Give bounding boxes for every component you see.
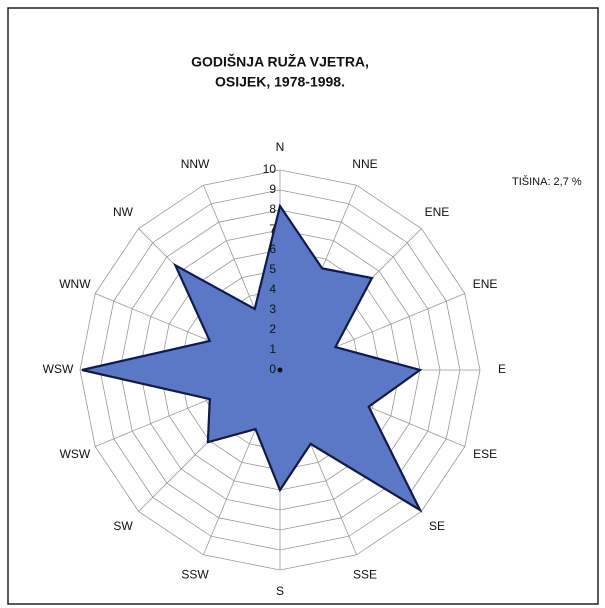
category-label: SE (429, 519, 445, 533)
r-tick-label: 1 (269, 342, 276, 356)
category-label: WSW (60, 447, 91, 461)
category-label: E (498, 362, 506, 376)
area (81, 203, 423, 513)
annotation: TIŠINA: 2,7 % (512, 175, 582, 188)
category-label: ENE (425, 205, 450, 219)
category-label: S (276, 584, 284, 598)
chart-title: GODIŠNJA RUŽA VJETRA, (191, 53, 369, 70)
category-label: NW (113, 205, 134, 219)
r-tick-label: 5 (269, 262, 276, 276)
r-tick-label: 6 (269, 242, 276, 256)
r-tick-label: 3 (269, 302, 276, 316)
category-label: ESE (473, 447, 497, 461)
category-label: WSW (43, 362, 74, 376)
r-tick-label: 8 (269, 202, 276, 216)
category-label: SSE (353, 567, 377, 581)
center (277, 367, 283, 373)
r-tick-label: 9 (269, 182, 276, 196)
r-tick-label: 4 (269, 282, 276, 296)
chart-subtitle: OSIJEK, 1978-1998. (215, 74, 345, 90)
category-label: WNW (59, 277, 91, 291)
category-label: SSW (181, 567, 209, 581)
r-tick-label: 10 (263, 162, 277, 176)
r-tick-label: 0 (269, 362, 276, 376)
category-label: N (276, 140, 285, 154)
category-label: ENE (473, 277, 498, 291)
category-label: NNE (352, 157, 377, 171)
r-tick-label: 2 (269, 322, 276, 336)
r-tick-label: 7 (269, 222, 276, 236)
category-label: SW (113, 519, 133, 533)
category-label: NNW (181, 157, 210, 171)
